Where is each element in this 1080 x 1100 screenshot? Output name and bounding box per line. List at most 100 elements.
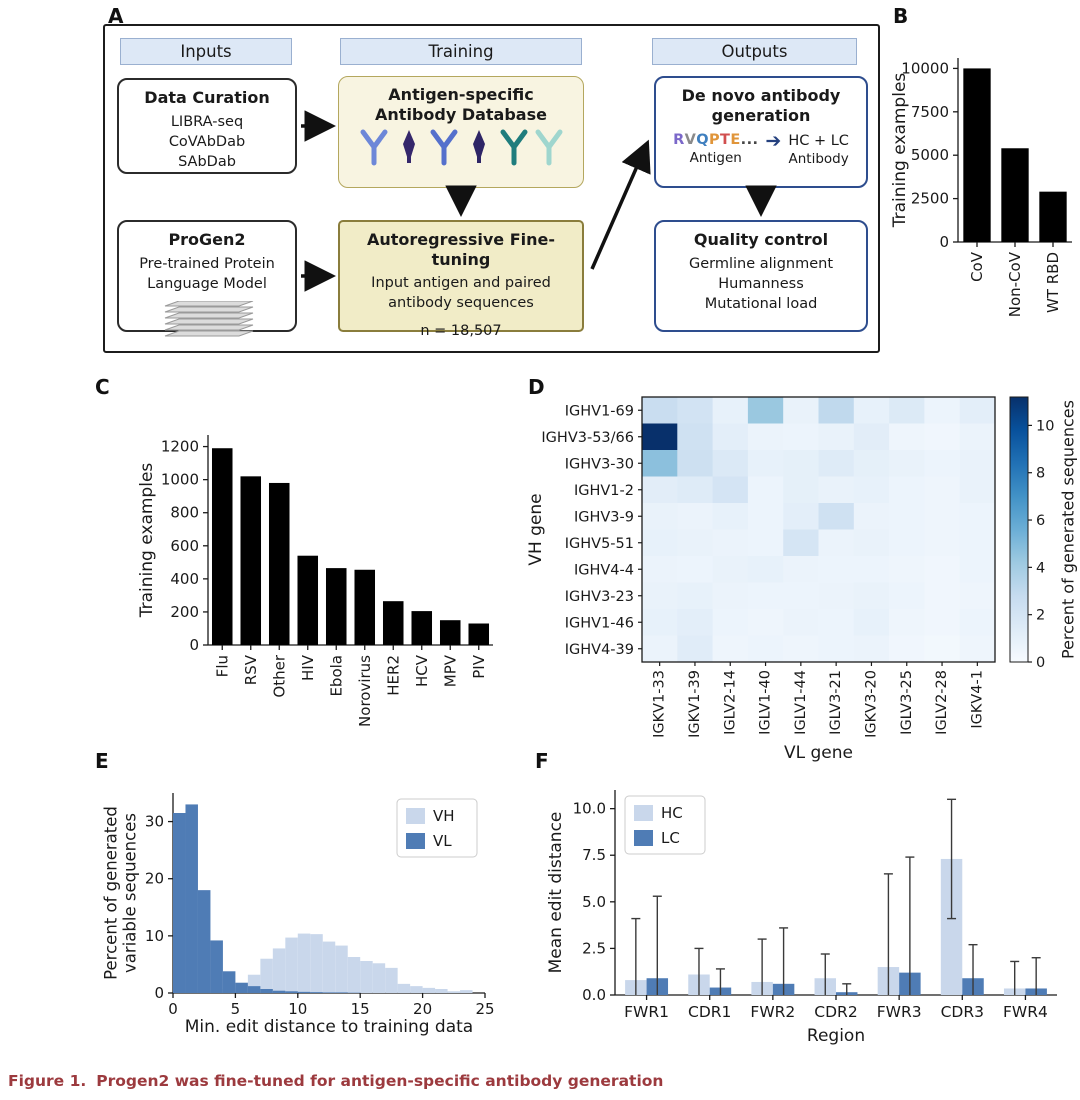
cell-IGHV3-23-IGLV3-25: [889, 582, 925, 610]
tick-label: 7.5: [582, 846, 606, 864]
cell-IGHV3-9-IGLV3-21: [818, 503, 855, 530]
cell-IGHV3-30-IGKV4-1: [959, 450, 996, 477]
cell-IGHV3-53/66-IGLV2-28: [924, 423, 961, 451]
bar-Ebola: [325, 568, 347, 645]
cell-IGHV1-69-IGKV1-33: [642, 397, 678, 424]
panel-c-chart: 0 200 400 600 800 1000 1200 Flu RSV Other HIV Ebola…: [95, 388, 515, 754]
cell-IGHV1-69-IGLV2-28: [924, 397, 961, 424]
cell-IGHV1-46-IGKV1-39: [677, 609, 714, 636]
sequence-letter: E: [730, 132, 741, 149]
x-tick-label: CDR3: [941, 1003, 984, 1021]
x-axis-label: Min. edit distance to training data: [185, 1017, 473, 1037]
x-tick-label: RSV: [242, 654, 260, 685]
antibody-icon: [535, 129, 562, 166]
denovo-box: De novo antibody generation RVQPTE... An…: [654, 76, 868, 188]
hist-bar-VH: [322, 941, 336, 993]
x-tick-label: FWR2: [750, 1003, 795, 1021]
hist-bar-VL: [197, 890, 211, 993]
antibody-icon: [360, 129, 387, 166]
tick-label: 0: [189, 636, 199, 654]
column-header-inputs: Inputs: [120, 38, 292, 65]
cell-IGHV3-30-IGKV3-20: [853, 450, 890, 477]
cell-IGHV1-69-IGLV1-40: [747, 397, 784, 424]
bar-Non-CoV: [1001, 148, 1029, 242]
sequence-letter: P: [709, 132, 721, 149]
col-label: IGLV2-28: [934, 670, 950, 735]
row-label: IGHV1-2: [574, 483, 634, 499]
hist-bar-VL: [335, 992, 348, 993]
hist-bar-VL: [185, 804, 198, 993]
col-label: IGLV1-44: [793, 670, 809, 735]
hist-bar-VL: [322, 992, 336, 993]
cell-IGHV3-53/66-IGLV2-14: [712, 423, 749, 451]
cell-IGHV4-4-IGLV1-44: [783, 556, 819, 583]
cell-IGHV4-39-IGLV2-28: [924, 635, 961, 663]
cell-IGHV1-2-IGKV3-20: [853, 476, 890, 504]
panel-e-histogram: 0 10 20 30 0 5 10 15 20 25 Percent of generated var…: [95, 760, 515, 1069]
panel-f-label: F: [535, 749, 549, 773]
col-label: IGLV3-21: [828, 670, 844, 735]
cell-IGHV4-39-IGKV1-33: [642, 635, 678, 663]
cell-IGHV1-69-IGLV1-44: [783, 397, 819, 424]
antigen-sequence: RVQPTE...: [673, 132, 758, 148]
tick-label: 5.0: [582, 893, 606, 911]
x-axis-label: VL gene: [784, 743, 853, 763]
x-tick-label: 5: [231, 1000, 241, 1018]
database-title: Antigen-specific Antibody Database: [375, 85, 547, 124]
cell-IGHV4-4-IGLV2-28: [924, 556, 961, 583]
cell-IGHV4-4-IGLV1-40: [747, 556, 784, 583]
hist-bar-VH: [397, 983, 411, 993]
quality-line: Mutational load: [704, 296, 818, 313]
cell-IGHV5-51-IGKV3-20: [853, 529, 890, 557]
hist-bar-VH: [372, 963, 386, 993]
tick-label: 5000: [911, 146, 949, 164]
cell-IGHV1-69-IGKV3-20: [853, 397, 890, 424]
x-tick-label: Norovirus: [356, 655, 374, 727]
cell-IGHV3-53/66-IGKV3-20: [853, 423, 890, 451]
cell-IGHV5-51-IGLV2-14: [712, 529, 749, 557]
hist-bar-VL: [310, 992, 323, 993]
cell-IGHV4-4-IGKV1-39: [677, 556, 714, 583]
hist-bar-VH: [460, 990, 473, 993]
cell-IGHV5-51-IGLV1-40: [747, 529, 784, 557]
row-label: IGHV3-9: [574, 509, 634, 525]
cell-IGHV4-39-IGLV3-25: [889, 635, 925, 663]
x-tick-label: HER2: [384, 655, 402, 696]
x-tick-label: CoV: [968, 251, 986, 282]
bar-MPV: [439, 620, 461, 645]
antibody-y: [535, 129, 562, 166]
bar-Flu: [211, 448, 233, 645]
data-curation-title: Data Curation: [144, 88, 270, 107]
col-label: IGLV3-25: [899, 670, 915, 735]
hist-bar-VL: [297, 991, 311, 993]
cell-IGHV3-30-IGLV1-40: [747, 450, 784, 477]
x-axis-label: Region: [807, 1026, 865, 1046]
colorbar-label: Percent of generated sequences: [1059, 400, 1078, 659]
arrow-right-icon: ➔: [765, 130, 782, 153]
progen2-title: ProGen2: [168, 230, 246, 249]
tick-label: 6: [1036, 513, 1045, 529]
cell-IGHV3-53/66-IGKV4-1: [959, 423, 996, 451]
cell-IGHV1-69-IGLV2-14: [712, 397, 749, 424]
tick-label: 2: [1036, 608, 1045, 624]
hist-bar-VL: [222, 971, 236, 993]
hist-bar-VH: [447, 991, 461, 993]
tick-label: 8: [1036, 466, 1045, 482]
cell-IGHV3-9-IGLV2-28: [924, 503, 961, 530]
hist-bar-VH: [410, 986, 423, 993]
tick-label: 0: [1036, 655, 1045, 671]
bar-WT RBD: [1039, 191, 1067, 242]
col-label: IGKV1-39: [687, 670, 703, 738]
cell-IGHV3-9-IGKV1-39: [677, 503, 714, 530]
antibody-y: [430, 129, 457, 166]
cell-IGHV1-2-IGLV1-44: [783, 476, 819, 504]
sequence-letter: T: [720, 132, 731, 149]
stacked-layers-svg: [164, 300, 254, 337]
antibody-icon: [472, 130, 485, 164]
col-label: IGKV3-20: [863, 670, 879, 738]
hist-bar-VH: [347, 957, 361, 993]
denovo-title: De novo antibody generation: [681, 86, 841, 125]
stacked-layers-icon: [119, 300, 295, 347]
cell-IGHV3-30-IGKV1-33: [642, 450, 678, 477]
cell-IGHV5-51-IGLV2-28: [924, 529, 961, 557]
